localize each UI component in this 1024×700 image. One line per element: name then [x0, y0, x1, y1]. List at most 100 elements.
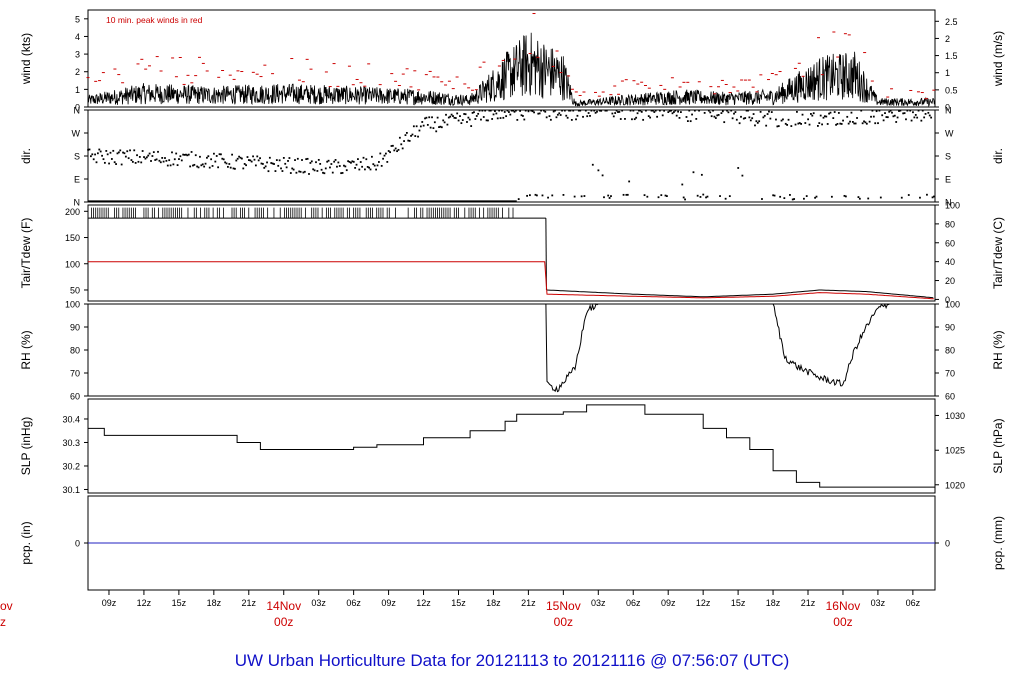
wind-dir-point: [577, 109, 580, 112]
wind-dir-point: [551, 194, 554, 197]
wind-dir-point: [654, 109, 657, 112]
wind-dir-point: [491, 118, 494, 120]
wind-dir-point: [570, 118, 573, 121]
left-tick-label: 60: [70, 392, 80, 402]
wind-dir-point: [823, 115, 826, 118]
wind-dir-point: [172, 163, 175, 166]
wind-dir-point: [263, 166, 266, 169]
wind-dir-point: [807, 118, 810, 121]
series-slp-step: [88, 404, 935, 488]
wind-dir-point: [120, 163, 123, 166]
wind-dir-point: [190, 151, 193, 153]
wind-dir-point: [698, 109, 700, 112]
wind-dir-point: [624, 117, 626, 120]
wind-dir-point: [89, 155, 92, 158]
wind-dir-point: [833, 111, 836, 113]
wind-dir-point: [603, 196, 605, 199]
wind-dir-point: [849, 120, 851, 123]
wind-dir-point: [685, 116, 688, 118]
x-tick-label: 03z: [591, 598, 606, 608]
wind-dir-point: [183, 153, 186, 156]
wind-dir-point: [607, 194, 610, 197]
left-tick-label: 30.3: [62, 438, 80, 448]
wind-dir-point: [720, 112, 723, 115]
wind-dir-point: [264, 165, 267, 168]
wind-dir-point: [379, 152, 382, 155]
wind-dir-point: [554, 109, 556, 112]
wind-dir-point: [391, 144, 394, 147]
wind-dir-point: [106, 153, 109, 156]
wind-dir-point: [535, 194, 538, 197]
wind-dir-point: [324, 167, 327, 170]
series-temp-Tdew: [88, 261, 934, 300]
left-tick-label: 1: [75, 85, 80, 95]
wind-dir-point: [470, 125, 473, 127]
wind-dir-point: [723, 121, 726, 124]
wind-dir-point: [220, 153, 222, 156]
wind-dir-point: [748, 116, 751, 119]
wind-dir-point: [868, 120, 871, 123]
wind-dir-point: [686, 120, 689, 122]
wind-dir-point: [597, 169, 600, 172]
wind-dir-point: [561, 109, 563, 112]
wind-dir-point: [598, 109, 601, 112]
wind-dir-point: [347, 160, 350, 163]
left-tick-label: 90: [70, 323, 80, 333]
wind-dir-point: [886, 116, 889, 119]
right-tick-label: 90: [945, 323, 955, 333]
wind-dir-point: [713, 115, 716, 118]
left-tick-label: E: [74, 175, 80, 185]
wind-dir-point: [621, 109, 624, 112]
wind-dir-point: [214, 160, 217, 163]
wind-dir-point: [484, 109, 487, 112]
wind-dir-point: [268, 156, 271, 159]
wind-dir-point: [656, 115, 659, 118]
wind-dir-point: [208, 166, 211, 169]
wind-dir-point: [744, 117, 747, 119]
wind-dir-point: [531, 110, 534, 113]
x-tick-label: 15z: [731, 598, 746, 608]
wind-dir-point: [488, 109, 491, 112]
wind-dir-point: [275, 159, 278, 161]
wind-dir-point: [667, 111, 670, 114]
wind-dir-point: [837, 112, 840, 114]
wind-dir-point: [162, 160, 165, 163]
wind-dir-point: [468, 118, 471, 121]
wind-dir-point: [516, 118, 519, 121]
wind-dir-point: [594, 111, 597, 114]
wind-dir-point: [481, 109, 484, 112]
wind-dir-point: [510, 109, 513, 112]
wind-dir-point: [853, 122, 856, 125]
wind-dir-point: [530, 109, 533, 112]
wind-dir-point: [375, 168, 378, 171]
wind-dir-point: [695, 118, 698, 120]
wind-dir-point: [706, 195, 709, 198]
wind-dir-point: [913, 116, 916, 119]
wind-dir-point: [404, 134, 407, 137]
wind-dir-point: [377, 161, 380, 163]
wind-dir-point: [359, 161, 362, 163]
wind-dir-point: [926, 193, 928, 196]
wind-dir-point: [345, 169, 348, 172]
wind-dir-point: [678, 116, 681, 119]
wind-dir-point: [618, 111, 621, 113]
wind-dir-point: [498, 109, 501, 112]
wind-dir-point: [875, 110, 878, 113]
wind-dir-point: [260, 162, 263, 165]
wind-dir-point: [446, 123, 449, 126]
wind-dir-point: [741, 174, 744, 177]
wind-dir-point: [912, 111, 914, 114]
panel-frame: [87, 398, 936, 494]
left-axis-label: dir.: [19, 148, 33, 164]
wind-dir-point: [452, 115, 454, 117]
panel-annotation: 10 min. peak winds in red: [106, 15, 203, 25]
wind-dir-point: [227, 165, 229, 168]
wind-dir-point: [127, 157, 130, 160]
wind-dir-point: [672, 111, 675, 113]
wind-dir-point: [457, 119, 460, 122]
wind-dir-point: [784, 122, 787, 125]
wind-dir-point: [636, 112, 639, 115]
wind-dir-point: [185, 153, 187, 156]
left-tick-label: S: [74, 152, 80, 162]
wind-dir-point: [253, 158, 256, 161]
